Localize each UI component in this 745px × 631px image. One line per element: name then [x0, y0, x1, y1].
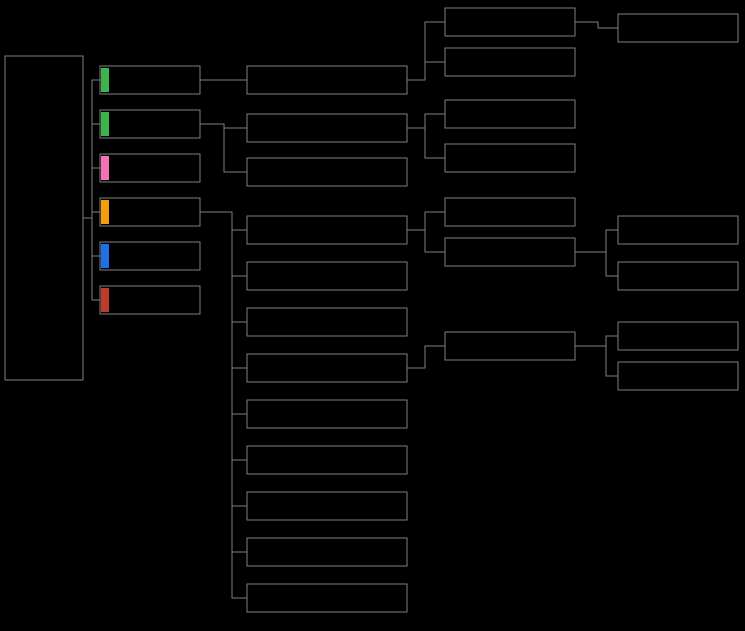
- edge: [83, 212, 100, 218]
- edge: [200, 212, 247, 598]
- edge: [575, 346, 618, 376]
- swatch-green: [101, 112, 109, 136]
- edge: [407, 212, 445, 230]
- edge: [200, 212, 247, 322]
- node-c2d: [247, 216, 407, 244]
- swatch-orange: [101, 200, 109, 224]
- edge: [575, 230, 618, 252]
- edge: [575, 22, 618, 28]
- edge: [200, 124, 247, 172]
- node-r4b: [618, 216, 738, 244]
- edge: [407, 346, 445, 368]
- node-c2b: [247, 114, 407, 142]
- edge: [200, 212, 247, 460]
- node-c2i: [247, 446, 407, 474]
- node-c2a: [247, 66, 407, 94]
- swatch-blue: [101, 244, 109, 268]
- node-l1b: [100, 110, 200, 138]
- edge: [200, 212, 247, 276]
- swatch-green: [101, 68, 109, 92]
- edge: [407, 128, 445, 158]
- edge: [200, 212, 247, 506]
- edge: [83, 218, 100, 300]
- tree-diagram: [0, 0, 745, 631]
- edge: [575, 252, 618, 276]
- node-c2l: [247, 584, 407, 612]
- edge: [407, 114, 445, 128]
- node-r3e: [445, 198, 575, 226]
- node-c2g: [247, 354, 407, 382]
- node-c2f: [247, 308, 407, 336]
- node-r3f: [445, 238, 575, 266]
- node-root: [5, 56, 83, 380]
- node-r4d: [618, 322, 738, 350]
- node-l1f: [100, 286, 200, 314]
- node-l1c: [100, 154, 200, 182]
- node-r4c: [618, 262, 738, 290]
- edge: [407, 62, 445, 80]
- node-c2j: [247, 492, 407, 520]
- node-c2k: [247, 538, 407, 566]
- edge: [83, 168, 100, 218]
- edge: [200, 212, 247, 230]
- node-r3a: [445, 8, 575, 36]
- edge: [200, 212, 247, 552]
- edge: [407, 22, 445, 80]
- node-r4a: [618, 14, 738, 42]
- node-l1d: [100, 198, 200, 226]
- node-r4e: [618, 362, 738, 390]
- node-r3c: [445, 100, 575, 128]
- node-r3b: [445, 48, 575, 76]
- node-c2e: [247, 262, 407, 290]
- edge: [200, 212, 247, 414]
- edge: [575, 336, 618, 346]
- node-c2h: [247, 400, 407, 428]
- swatch-red: [101, 288, 109, 312]
- edge: [407, 230, 445, 252]
- node-l1a: [100, 66, 200, 94]
- node-l1e: [100, 242, 200, 270]
- node-r3g: [445, 332, 575, 360]
- edge: [200, 212, 247, 368]
- node-r3d: [445, 144, 575, 172]
- node-c2c: [247, 158, 407, 186]
- nodes: [5, 8, 738, 612]
- swatch-pink: [101, 156, 109, 180]
